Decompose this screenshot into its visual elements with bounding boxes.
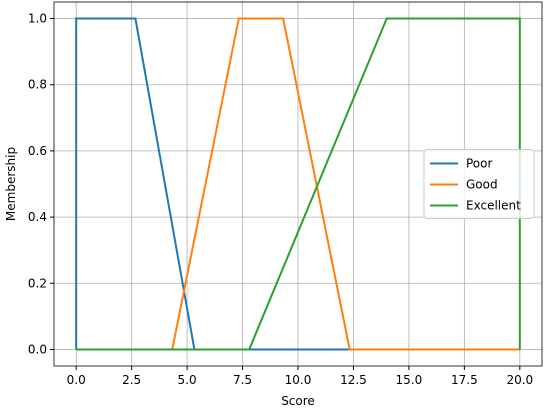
legend-box bbox=[423, 149, 535, 219]
x-tick-label: 20.0 bbox=[506, 373, 533, 387]
y-tick-label: 0.4 bbox=[28, 210, 47, 224]
plot-frame bbox=[53, 1, 543, 367]
y-tick-label: 0.0 bbox=[28, 342, 47, 356]
x-tick-label: 10.0 bbox=[285, 373, 312, 387]
x-tick-label: 2.5 bbox=[122, 373, 141, 387]
y-tick-label: 0.8 bbox=[28, 78, 47, 92]
legend-label: Good bbox=[466, 178, 498, 192]
x-tick-label: 17.5 bbox=[451, 373, 478, 387]
x-tick-label: 0.0 bbox=[67, 373, 86, 387]
legend-label: Poor bbox=[466, 157, 492, 171]
line-series bbox=[75, 17, 520, 351]
y-tick-label: 1.0 bbox=[28, 12, 47, 26]
y-axis-label: Membership bbox=[4, 147, 18, 221]
x-axis-label: Score bbox=[281, 394, 315, 408]
legend-label: Excellent bbox=[466, 199, 521, 213]
legend: Poor Good Excellent bbox=[423, 149, 535, 219]
y-tick-label: 0.2 bbox=[28, 276, 47, 290]
x-tick-label: 7.5 bbox=[233, 373, 252, 387]
y-tick-label: 0.6 bbox=[28, 144, 47, 158]
x-tick-label: 15.0 bbox=[396, 373, 423, 387]
x-tick-label: 12.5 bbox=[340, 373, 367, 387]
x-tick-label: 5.0 bbox=[178, 373, 197, 387]
line-series bbox=[76, 17, 521, 351]
